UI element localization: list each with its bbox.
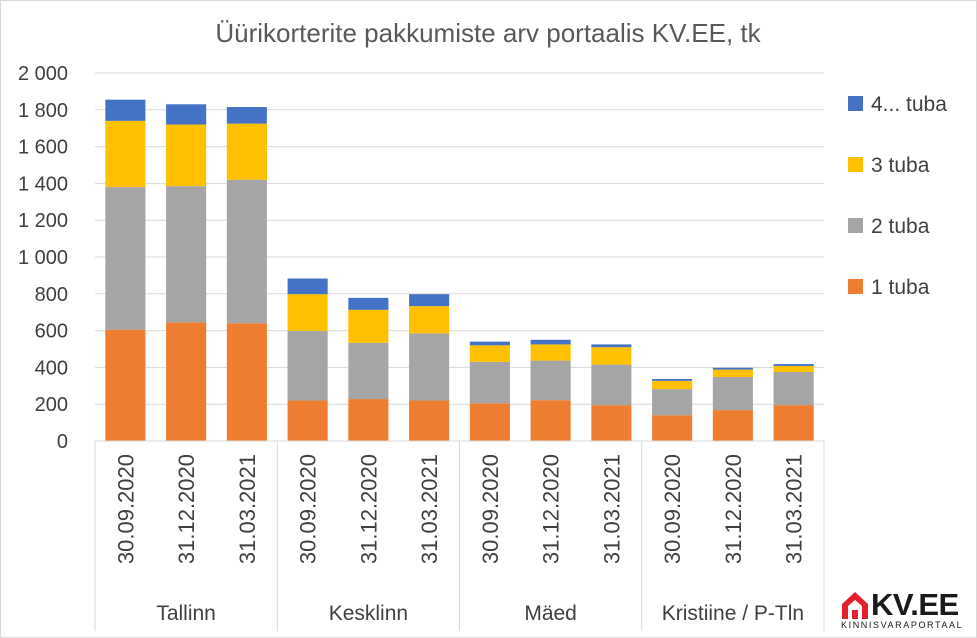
x-tick-label: 31.12.2020 bbox=[721, 454, 746, 564]
bar-segment bbox=[287, 400, 328, 441]
bar-segment bbox=[712, 410, 753, 441]
bar-segment bbox=[105, 99, 146, 121]
legend: 4... tuba 3 tuba 2 tuba 1 tuba bbox=[848, 93, 947, 299]
bar-segment bbox=[591, 364, 632, 406]
bar-segment bbox=[652, 389, 693, 416]
y-tick-label: 1 400 bbox=[18, 173, 68, 195]
bar-segment bbox=[105, 120, 146, 188]
bar-segment bbox=[773, 364, 814, 366]
bar-segment bbox=[530, 339, 571, 345]
bar-segment bbox=[652, 380, 693, 390]
bar-segment bbox=[591, 344, 632, 348]
bar-segment bbox=[530, 344, 571, 361]
x-tick-label: 31.12.2020 bbox=[174, 454, 199, 564]
y-tick-label: 800 bbox=[35, 284, 68, 306]
x-tick-label: 30.09.2020 bbox=[660, 454, 685, 564]
x-tick-label: 31.12.2020 bbox=[539, 454, 564, 564]
y-tick-label: 1 600 bbox=[18, 137, 68, 159]
legend-swatch bbox=[848, 96, 863, 111]
y-tick-label: 1 200 bbox=[18, 210, 68, 232]
bar-segment bbox=[287, 330, 328, 401]
group-label: Kristiine / P-Tln bbox=[662, 602, 804, 625]
legend-label: 4... tuba bbox=[871, 93, 947, 116]
x-tick-label: 31.03.2021 bbox=[235, 454, 260, 564]
bar-segment bbox=[469, 361, 510, 404]
bar-segment bbox=[652, 378, 693, 381]
bar-segment bbox=[712, 367, 753, 370]
logo-text: KV.EE bbox=[871, 587, 959, 622]
bars bbox=[105, 99, 814, 441]
bar-segment bbox=[226, 179, 267, 324]
house-icon bbox=[842, 592, 868, 619]
y-axis: 0 200 400 600 800 1 000 1 200 1 400 1 600 1 800 2 … bbox=[18, 63, 68, 453]
y-tick-label: 2 000 bbox=[18, 63, 68, 85]
x-tick-label: 30.09.2020 bbox=[113, 454, 138, 564]
bar-segment bbox=[469, 341, 510, 346]
bar-segment bbox=[530, 400, 571, 441]
bar-segment bbox=[287, 294, 328, 331]
group-label: Tallinn bbox=[156, 602, 216, 625]
bar-segment bbox=[409, 400, 450, 441]
bar-segment bbox=[712, 376, 753, 411]
bar-segment bbox=[166, 186, 207, 323]
bar-segment bbox=[166, 124, 207, 187]
bar-segment bbox=[166, 104, 207, 125]
y-tick-label: 1 800 bbox=[18, 100, 68, 122]
x-tick-label: 31.03.2021 bbox=[417, 454, 442, 564]
bar-segment bbox=[652, 415, 693, 441]
bar-segment bbox=[773, 372, 814, 406]
bar-segment bbox=[591, 347, 632, 365]
legend-label: 1 tuba bbox=[871, 276, 930, 299]
bar-segment bbox=[469, 345, 510, 362]
legend-swatch bbox=[848, 218, 863, 233]
x-tick-label: 31.12.2020 bbox=[356, 454, 381, 564]
bar-segment bbox=[105, 187, 146, 330]
group-label: Mäed bbox=[524, 602, 577, 625]
bar-segment bbox=[409, 294, 450, 307]
bar-segment bbox=[226, 323, 267, 441]
logo-subtext: KINNISVARAPORTAAL bbox=[841, 620, 964, 630]
x-axis: 30.09.2020 31.12.2020 31.03.2021 30.09.2020… bbox=[94, 440, 825, 631]
x-tick-label: 30.09.2020 bbox=[296, 454, 321, 564]
chart-title: Üürikorterite pakkumiste arv portaalis K… bbox=[215, 18, 761, 48]
legend-label: 2 tuba bbox=[871, 215, 930, 238]
y-tick-label: 400 bbox=[35, 357, 68, 379]
bar-segment bbox=[348, 309, 389, 343]
y-tick-label: 0 bbox=[57, 431, 68, 453]
x-tick-label: 31.03.2021 bbox=[782, 454, 807, 564]
bar-segment bbox=[469, 403, 510, 441]
kv-ee-logo: KV.EE KINNISVARAPORTAAL bbox=[838, 588, 972, 634]
bar-segment bbox=[409, 306, 450, 334]
y-tick-label: 1 000 bbox=[18, 247, 68, 269]
group-label: Kesklinn bbox=[329, 602, 408, 625]
bar-segment bbox=[287, 278, 328, 295]
legend-label: 3 tuba bbox=[871, 154, 930, 177]
legend-swatch bbox=[848, 279, 863, 294]
bar-segment bbox=[773, 365, 814, 372]
bar-segment bbox=[591, 405, 632, 441]
x-tick-label: 30.09.2020 bbox=[478, 454, 503, 564]
bar-segment bbox=[348, 342, 389, 400]
bar-segment bbox=[226, 107, 267, 124]
gridlines bbox=[95, 72, 824, 405]
bar-segment bbox=[773, 405, 814, 441]
y-tick-label: 200 bbox=[35, 394, 68, 416]
y-tick-label: 600 bbox=[35, 321, 68, 343]
bar-segment bbox=[105, 329, 146, 441]
bar-segment bbox=[348, 399, 389, 441]
x-tick-label: 31.03.2021 bbox=[599, 454, 624, 564]
bar-segment bbox=[226, 123, 267, 180]
bar-segment bbox=[712, 369, 753, 377]
bar-segment bbox=[348, 297, 389, 310]
bar-segment bbox=[530, 360, 571, 401]
bar-segment bbox=[166, 322, 207, 441]
bar-segment bbox=[409, 333, 450, 401]
legend-swatch bbox=[848, 157, 863, 172]
